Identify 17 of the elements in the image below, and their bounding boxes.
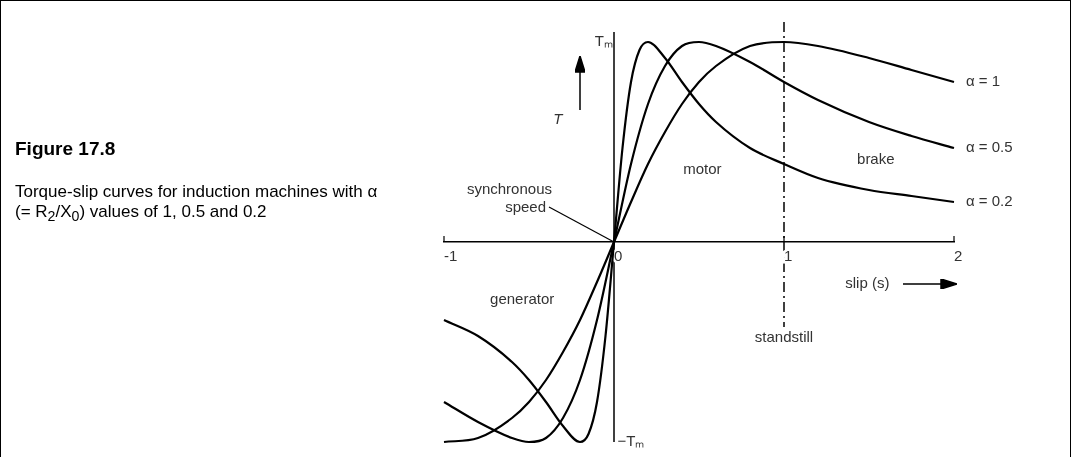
annotation: generator (490, 290, 555, 308)
x-axis-title: slip (s) (845, 274, 890, 292)
annotation: brake (857, 150, 895, 168)
annotation: −Tₘ (617, 432, 645, 450)
text: Torque-slip curves for induction machines with α (= R$_{2}$/X$_{0}$) values of 1, 0.5 and 0.2 (15, 182, 379, 227)
ref-line-label: standstill (754, 327, 814, 345)
series-label: α = 1 (966, 72, 1001, 90)
annotation: synchronous speed (466, 180, 552, 215)
x-tick-label: -1 (444, 247, 458, 265)
text: Figure 17.8 (15, 138, 117, 160)
series-label: α = 0.2 (966, 192, 1013, 210)
y-axis-title: T (553, 110, 565, 128)
series-label: α = 0.5 (966, 138, 1013, 156)
x-tick-label: 1 (784, 247, 793, 265)
x-tick-label: 2 (954, 247, 963, 265)
annotation: motor (683, 160, 722, 178)
annotation: Tₘ (594, 32, 613, 50)
